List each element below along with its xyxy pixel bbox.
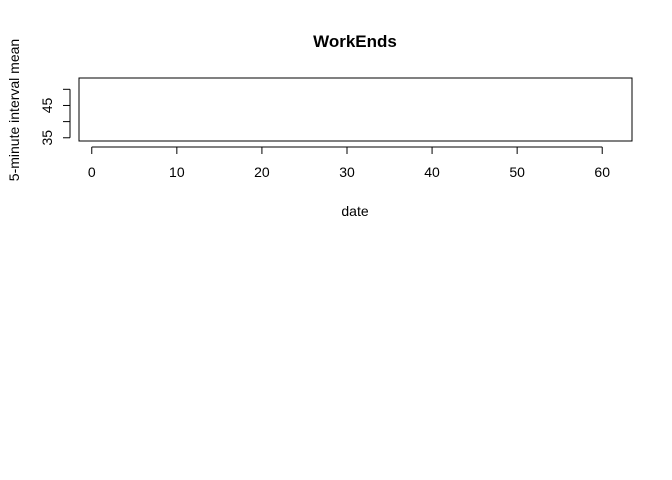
x-tick-label: 40 (424, 164, 440, 180)
chart-title: WorkEnds (313, 32, 397, 51)
y-tick-label: 35 (39, 130, 55, 146)
x-tick-label: 20 (254, 164, 270, 180)
x-tick-label: 30 (339, 164, 355, 180)
plot-frame (78, 77, 633, 142)
x-axis-label: date (341, 203, 368, 219)
x-tick-label: 60 (594, 164, 610, 180)
y-tick-label: 45 (39, 97, 55, 113)
y-axis: 35 45 (39, 88, 71, 146)
y-axis-label: 5-minute interval mean (6, 39, 22, 181)
x-axis: 0 10 20 30 40 50 60 (88, 146, 610, 180)
x-tick-label: 10 (169, 164, 185, 180)
x-tick-label: 0 (88, 164, 96, 180)
x-tick-label: 50 (509, 164, 525, 180)
